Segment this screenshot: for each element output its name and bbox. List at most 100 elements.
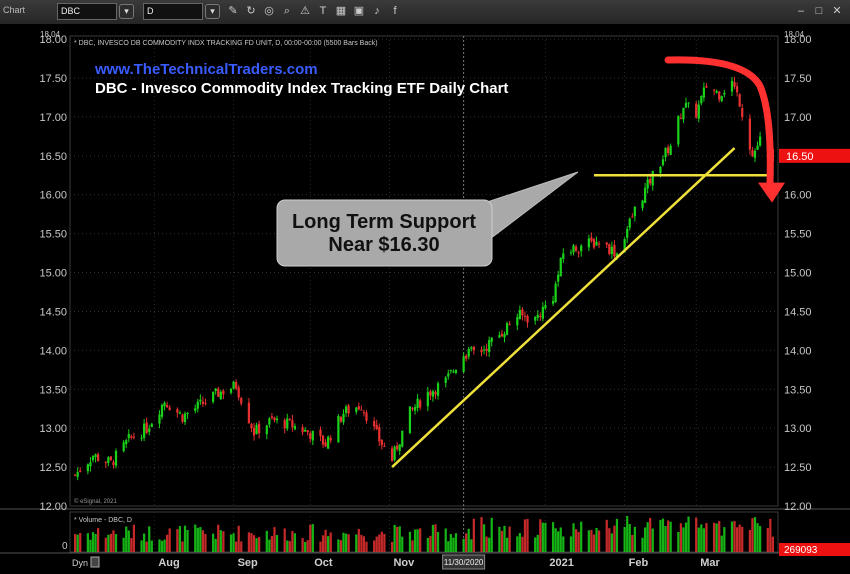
candle-body (73, 474, 77, 476)
y-tick-label-right: 15.00 (784, 268, 812, 280)
candle-body (554, 283, 557, 303)
candle-body (163, 402, 166, 407)
candle-body (291, 420, 294, 428)
candle-body (125, 440, 128, 445)
red-arrow (664, 56, 774, 187)
y-tick-label-right: 15.50 (784, 229, 812, 241)
candle-body (112, 462, 115, 465)
volume-bar (490, 517, 493, 552)
volume-bar (659, 520, 662, 552)
volume-bar (107, 534, 110, 552)
volume-bar (470, 539, 473, 552)
candle-body (429, 391, 432, 396)
app-label: Chart (3, 5, 26, 15)
symbol-dropdown-icon[interactable]: ▾ (119, 4, 134, 19)
candle-body (265, 425, 268, 435)
candle-body (643, 187, 647, 203)
alert-icon[interactable]: ⚠ (300, 5, 310, 17)
volume-bar (148, 526, 151, 552)
volume-bar (390, 541, 394, 552)
maximize-icon[interactable]: □ (815, 5, 823, 17)
y-tick-label: 16.00 (39, 190, 67, 202)
volume-bar (344, 533, 348, 552)
volume-bar (288, 541, 291, 552)
candle-body (250, 424, 253, 429)
candle-body (605, 242, 608, 245)
candle-body (194, 408, 197, 411)
volume-bar (196, 527, 199, 552)
candle-body (580, 245, 583, 252)
volume-bar (217, 524, 220, 552)
volume-bar (633, 526, 636, 552)
volume-bar (79, 533, 82, 552)
candle-body (626, 228, 629, 238)
volume-bar (503, 525, 506, 552)
candle-body (199, 399, 202, 402)
candle-body (355, 407, 358, 412)
candle-body (521, 309, 524, 316)
pencil-icon[interactable]: ✎ (228, 5, 238, 17)
volume-bar (94, 533, 97, 552)
candle-body (214, 388, 217, 392)
candle-body (327, 436, 330, 449)
volume-bar (554, 528, 557, 552)
candle-body (641, 200, 644, 209)
y-tick-label: 12.00 (39, 501, 67, 513)
volume-bar (544, 522, 547, 552)
interval-dropdown-icon[interactable]: ▾ (205, 4, 220, 19)
candle-body (595, 241, 598, 246)
twitter-icon[interactable]: ♪ (374, 5, 380, 17)
candle-body (610, 246, 613, 255)
candle-body (252, 427, 256, 436)
volume-bar (669, 521, 672, 552)
candle-body (472, 346, 475, 351)
volume-bar (168, 528, 171, 552)
volume-bar (127, 530, 130, 552)
volume-bar (186, 530, 189, 552)
volume-bar (735, 527, 739, 552)
y-tick-label: 13.50 (39, 384, 67, 396)
candle-body (373, 421, 376, 427)
volume-bar (378, 534, 381, 552)
volume-label: * Volume - DBC, D (74, 517, 132, 524)
refresh-icon[interactable]: ↻ (246, 5, 256, 17)
candle-body (217, 388, 220, 397)
volume-bar (434, 524, 437, 552)
facebook-icon[interactable]: f (393, 5, 397, 17)
volume-bar (551, 522, 555, 552)
volume-bar (183, 525, 187, 552)
candle-body (321, 435, 325, 445)
y-tick-label: 17.00 (39, 112, 67, 124)
volume-bar (641, 537, 644, 552)
volume-bar (176, 529, 179, 552)
volume-bar (557, 531, 560, 552)
text-icon[interactable]: T (319, 5, 327, 17)
volume-bar (229, 534, 233, 552)
save-icon[interactable]: ▣ (353, 5, 365, 17)
symbol-input[interactable]: DBC (57, 3, 117, 20)
y-tick-label-right: 13.50 (784, 384, 812, 396)
interval-input[interactable]: D (143, 3, 203, 20)
volume-bar (408, 531, 412, 552)
candle-body (240, 397, 243, 404)
grid-icon[interactable]: ▦ (335, 5, 347, 17)
candle-body (222, 390, 225, 395)
volume-bar (360, 534, 363, 552)
volume-current-label: 269093 (784, 545, 818, 556)
volume-bar (454, 533, 458, 552)
volume-bar (498, 526, 501, 552)
minimize-icon[interactable]: – (797, 5, 805, 17)
close-icon[interactable]: ✕ (832, 5, 842, 17)
candle-body (539, 315, 542, 318)
volume-bar (705, 523, 708, 552)
search-icon[interactable]: ⌕ (283, 5, 291, 17)
volume-bar (86, 533, 90, 552)
cycle-icon[interactable]: ◎ (264, 5, 274, 17)
candle-body (697, 104, 700, 119)
candle-body (505, 323, 509, 335)
volume-bar (342, 532, 345, 552)
volume-bar (130, 538, 133, 552)
volume-bar (718, 521, 721, 552)
volume-bar (613, 525, 616, 552)
